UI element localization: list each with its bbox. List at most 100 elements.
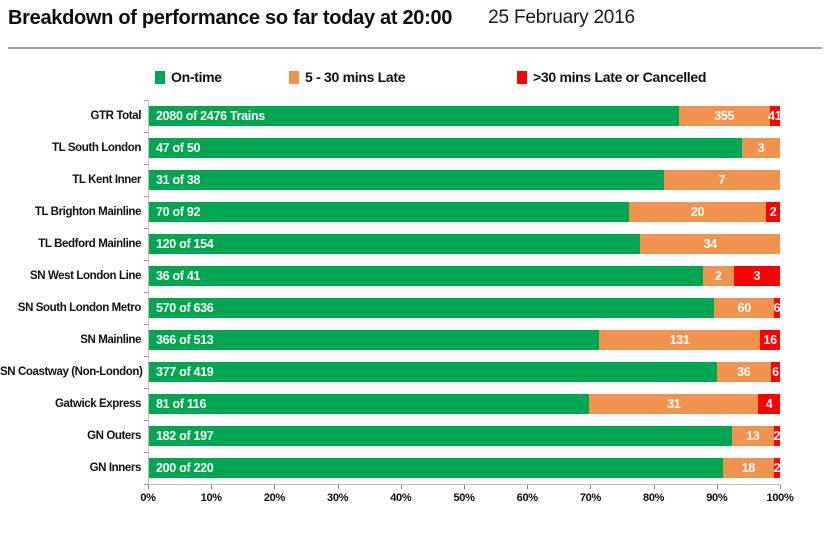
bar-segment-cancelled: 2 <box>766 202 780 222</box>
bar-value-label: 6 <box>773 301 781 315</box>
category-label: TL South London <box>52 142 141 154</box>
bar-segment-on-time: 2080 of 2476 Trains <box>148 106 679 126</box>
on-time-swatch-icon <box>155 70 165 84</box>
bar-value-label: 131 <box>669 333 690 347</box>
bar-segment-cancelled: 6 <box>770 362 780 382</box>
bar-value-label: 2 <box>715 269 722 283</box>
bar-track: 120 of 154 34 <box>148 234 780 254</box>
y-axis-tick <box>144 164 148 165</box>
bar-value-label: 2080 of 2476 Trains <box>156 109 265 123</box>
bar-segment-late: 7 <box>663 170 780 190</box>
y-axis-tick <box>144 452 148 453</box>
bar-segment-on-time: 570 of 636 <box>148 298 715 318</box>
bar-segment-late: 2 <box>702 266 734 286</box>
bar-segment-cancelled: 16 <box>760 330 780 350</box>
bar-segment-late: 34 <box>640 234 780 254</box>
bar-segment-on-time: 36 of 41 <box>148 266 703 286</box>
bar-value-label: 47 of 50 <box>156 141 201 155</box>
bar-value-label: 31 of 38 <box>156 173 201 187</box>
x-axis-tick-label: 60% <box>516 492 538 504</box>
bar-segment-on-time: 200 of 220 <box>148 458 723 478</box>
category-label: SN West London Line <box>29 270 141 282</box>
header-divider <box>8 47 822 49</box>
x-axis: 0% 10% 20% 30% 40% 50% 60% 70% 80% 90% 100% <box>140 484 794 511</box>
chart-row: TL South London 47 of 50 3 <box>0 132 780 164</box>
x-axis-tick-label: 80% <box>643 492 665 504</box>
x-axis-tick-label: 100% <box>766 492 794 504</box>
y-axis-line <box>148 100 149 484</box>
bar-value-label: 31 <box>667 397 681 411</box>
bar-value-label: 36 of 41 <box>156 269 201 283</box>
bar-value-label: 34 <box>703 237 718 251</box>
bar-segment-late: 13 <box>731 426 774 446</box>
x-axis-tick-label: 0% <box>140 492 156 504</box>
bar-segment-cancelled: 2 <box>774 458 781 478</box>
chart-row: Gatwick Express 81 of 116 31 4 <box>0 388 780 420</box>
bar-value-label: 36 <box>737 365 751 379</box>
bar-value-label: 377 of 419 <box>156 365 214 379</box>
y-axis-tick <box>144 388 148 389</box>
bar-value-label: 60 <box>737 301 752 315</box>
chart-legend: On-time 5 - 30 mins Late >30 mins Late o… <box>0 67 830 87</box>
category-label: GTR Total <box>90 110 142 122</box>
bar-value-label: 70 of 92 <box>156 205 201 219</box>
x-axis-tick <box>148 485 149 489</box>
bar-segment-cancelled: 6 <box>773 298 781 318</box>
chart-row: GN Outers 182 of 197 13 2 <box>0 420 780 452</box>
bar-value-label: 18 <box>741 461 756 475</box>
bar-track: 31 of 38 7 <box>148 170 780 190</box>
category-label: TL Kent Inner <box>72 174 141 186</box>
y-axis-tick <box>144 100 148 101</box>
chart-row: GTR Total 2080 of 2476 Trains 355 41 <box>0 100 782 132</box>
bar-rows: GTR Total 2080 of 2476 Trains 355 41 TL Sout… <box>0 100 782 484</box>
x-axis-tick <box>716 485 718 489</box>
y-axis-tick <box>144 132 148 133</box>
bar-segment-on-time: 182 of 197 <box>148 426 732 446</box>
bar-track: 81 of 116 31 4 <box>148 394 780 414</box>
category-label: TL Bedford Mainline <box>38 238 141 250</box>
y-axis-tick <box>144 324 148 325</box>
chart-row: SN West London Line 36 of 41 2 3 <box>0 260 780 292</box>
page-title: Breakdown of performance so far today at… <box>8 7 453 29</box>
chart-row: TL Brighton Mainline 70 of 92 20 2 <box>0 196 780 228</box>
bar-value-label: 81 of 116 <box>156 397 207 411</box>
bar-value-label: 4 <box>765 397 773 411</box>
y-axis-tick <box>144 228 148 229</box>
bar-value-label: 355 <box>714 109 735 123</box>
bar-track: 200 of 220 18 2 <box>148 458 781 478</box>
bar-track: 2080 of 2476 Trains 355 41 <box>148 106 782 126</box>
y-axis-tick <box>144 292 148 293</box>
bar-segment-late: 36 <box>716 362 771 382</box>
x-axis-tick-label: 90% <box>706 492 728 504</box>
bar-value-label: 570 of 636 <box>156 301 214 315</box>
x-axis-tick <box>527 485 529 489</box>
bar-segment-late: 60 <box>714 298 775 318</box>
x-axis-tick-label: 30% <box>327 492 349 504</box>
bar-value-label: 13 <box>746 429 760 443</box>
bar-segment-on-time: 70 of 92 <box>148 202 629 222</box>
bar-segment-on-time: 377 of 419 <box>148 362 717 382</box>
x-axis-tick-label: 40% <box>390 492 412 504</box>
bar-value-label: 2 <box>769 205 777 219</box>
chart-row: TL Bedford Mainline 120 of 154 34 <box>0 228 780 260</box>
bar-segment-late: 18 <box>722 458 775 478</box>
category-label: TL Brighton Mainline <box>34 206 142 218</box>
bar-value-label: 16 <box>763 333 777 347</box>
bar-segment-late: 355 <box>678 106 770 126</box>
bar-segment-cancelled: 4 <box>758 394 780 414</box>
chart-row: SN Coastway (Non-London) 377 of 419 36 6 <box>0 356 780 388</box>
y-axis-tick <box>144 196 148 197</box>
x-axis-tick <box>337 485 339 489</box>
x-axis-tick <box>780 485 781 489</box>
bar-track: 182 of 197 13 2 <box>148 426 780 446</box>
x-axis-tick <box>590 485 592 489</box>
bar-value-label: 3 <box>757 141 765 155</box>
legend-item-cancelled: >30 mins Late or Cancelled <box>517 69 706 85</box>
report-date: 25 February 2016 <box>488 7 635 28</box>
x-axis-tick-label: 50% <box>453 492 475 504</box>
chart-row: SN Mainline 366 of 513 131 16 <box>0 324 780 356</box>
bar-segment-on-time: 31 of 38 <box>148 170 664 190</box>
x-axis-tick <box>464 485 465 489</box>
chart-row: SN South London Metro 570 of 636 60 6 <box>0 292 781 324</box>
bar-track: 366 of 513 131 16 <box>148 330 780 350</box>
